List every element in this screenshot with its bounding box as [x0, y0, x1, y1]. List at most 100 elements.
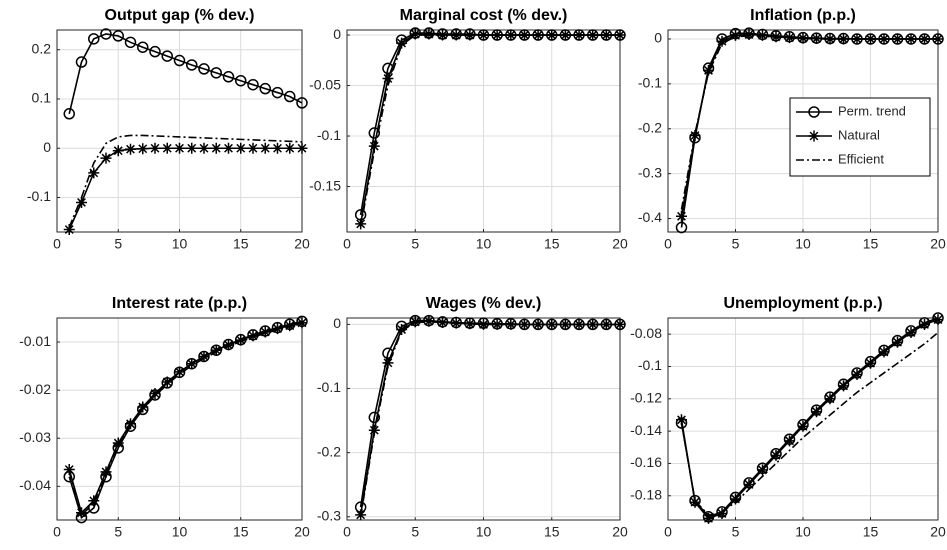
- y-tick-label: -0.04: [19, 477, 51, 493]
- y-tick-label: -0.1: [638, 357, 662, 373]
- y-tick-label: -0.3: [638, 164, 662, 180]
- chart-title: Marginal cost (% dev.): [400, 7, 568, 24]
- x-tick-label: 5: [732, 236, 740, 252]
- marker-star: [518, 29, 530, 41]
- marker-star: [824, 393, 836, 405]
- marker-star: [272, 323, 283, 335]
- marker-star: [757, 464, 768, 476]
- chart-title: Unemployment (p.p.): [723, 295, 882, 312]
- marker-star: [186, 142, 198, 154]
- legend-label: Efficient: [838, 151, 884, 166]
- x-tick-label: 0: [664, 524, 672, 540]
- marker-star: [125, 143, 136, 155]
- y-tick-label: 0: [43, 139, 51, 155]
- axes-box: [56, 317, 303, 521]
- marker-star: [878, 346, 890, 358]
- marker-star: [838, 380, 849, 392]
- marker-star: [210, 142, 222, 154]
- series-line: [680, 331, 939, 517]
- marker-circle: [112, 30, 124, 42]
- marker-star: [409, 316, 421, 328]
- x-tick-label: 10: [476, 524, 492, 540]
- x-tick-label: 15: [233, 236, 249, 252]
- y-tick-label: -0.12: [630, 390, 662, 406]
- marker-circle: [124, 36, 137, 49]
- y-tick-label: -0.2: [317, 443, 341, 459]
- y-tick-label: -0.1: [317, 379, 341, 395]
- marker-star: [259, 326, 271, 338]
- marker-star: [174, 366, 185, 378]
- marker-circle: [100, 28, 112, 40]
- marker-star: [730, 29, 741, 41]
- marker-star: [112, 437, 124, 449]
- series-line: [359, 34, 620, 228]
- marker-star: [905, 327, 917, 339]
- y-tick-label: -0.2: [638, 119, 662, 135]
- y-tick-label: -0.02: [19, 381, 51, 397]
- x-tick-label: 15: [544, 524, 560, 540]
- marker-star: [247, 142, 259, 154]
- marker-star: [614, 29, 626, 41]
- marker-star: [797, 32, 809, 44]
- y-tick-label: -0.18: [630, 486, 662, 502]
- y-tick-label: -0.08: [630, 325, 662, 341]
- marker-circle: [368, 127, 381, 139]
- marker-star: [770, 449, 782, 461]
- marker-star: [112, 145, 124, 157]
- series-line: [680, 35, 938, 210]
- marker-star: [235, 334, 247, 346]
- y-tick-label: -0.15: [309, 177, 341, 193]
- series-line: [359, 321, 620, 517]
- x-tick-label: 5: [114, 236, 122, 252]
- marker-circle: [88, 33, 100, 45]
- marker-star: [409, 28, 421, 40]
- marker-star: [174, 142, 185, 154]
- marker-star: [743, 28, 755, 40]
- x-tick-label: 15: [863, 524, 879, 540]
- x-tick-label: 20: [930, 236, 946, 252]
- y-tick-label: 0: [333, 26, 341, 42]
- marker-star: [100, 466, 112, 478]
- y-tick-label: 0: [333, 315, 341, 331]
- marker-star: [423, 28, 435, 40]
- y-tick-label: -0.05: [309, 76, 341, 92]
- chart-title: Interest rate (p.p.): [112, 295, 247, 312]
- marker-circle: [675, 221, 688, 234]
- marker-star: [784, 435, 795, 447]
- marker-circle: [149, 45, 161, 58]
- marker-star: [573, 29, 585, 41]
- marker-star: [824, 33, 836, 45]
- x-tick-label: 10: [172, 524, 188, 540]
- marker-star: [272, 142, 283, 154]
- x-tick-label: 10: [795, 236, 811, 252]
- y-tick-label: -0.03: [19, 429, 51, 445]
- x-tick-label: 0: [664, 236, 672, 252]
- x-tick-label: 20: [294, 236, 310, 252]
- marker-star: [797, 420, 809, 432]
- marker-star: [296, 317, 308, 329]
- x-tick-label: 15: [233, 524, 249, 540]
- marker-star: [532, 318, 544, 330]
- chart-title: Inflation (p.p.): [750, 7, 856, 24]
- y-tick-label: -0.1: [638, 75, 662, 91]
- marker-star: [223, 339, 234, 351]
- marker-circle: [284, 90, 296, 103]
- chart-title: Wages (% dev.): [426, 295, 542, 312]
- marker-circle: [259, 82, 271, 95]
- x-tick-label: 0: [53, 524, 61, 540]
- y-tick-label: -0.1: [317, 127, 341, 143]
- y-tick-label: -0.16: [630, 454, 662, 470]
- marker-circle: [63, 108, 75, 120]
- marker-star: [808, 130, 820, 142]
- marker-star: [210, 344, 222, 356]
- x-tick-label: 10: [795, 524, 811, 540]
- x-tick-label: 20: [294, 524, 310, 540]
- marker-star: [600, 318, 612, 330]
- axes-box: [56, 29, 303, 233]
- marker-star: [878, 33, 890, 45]
- series-line: [68, 322, 303, 517]
- axes-box: [667, 317, 939, 521]
- marker-star: [186, 358, 198, 370]
- marker-star: [76, 507, 87, 519]
